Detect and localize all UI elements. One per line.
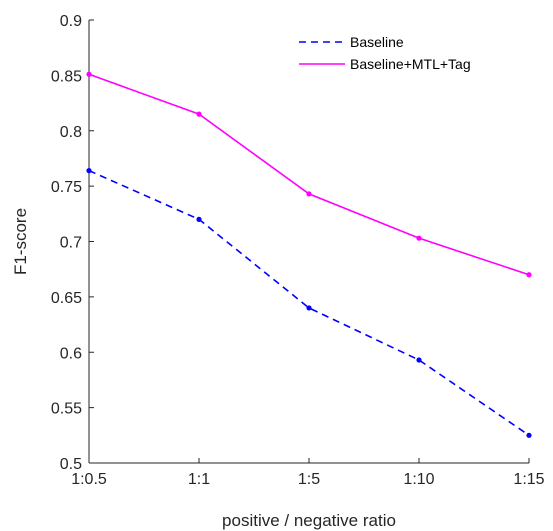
y-axis-title: F1-score [11,208,30,275]
x-tick-label: 1:15 [513,471,544,488]
y-tick-label: 0.5 [60,456,82,473]
data-point-baseline-mtl-tag [86,71,92,77]
data-point-baseline [526,432,532,438]
data-point-baseline-mtl-tag [526,272,532,278]
data-point-baseline [416,357,422,363]
series-line-baseline [88,169,530,436]
x-tick-label: 1:5 [298,471,320,488]
y-tick-label: 0.55 [51,401,82,418]
y-tick-label: 0.75 [51,179,82,196]
data-point-baseline-mtl-tag [196,111,202,117]
y-tick-label: 0.85 [51,68,82,85]
y-tick-label: 0.9 [60,13,82,30]
legend: Baseline Baseline+MTL+Tag [299,34,471,72]
series-layer [86,71,532,438]
y-tick-label: 0.8 [60,124,82,141]
data-point-baseline [306,305,312,311]
y-tick-label: 0.65 [51,290,82,307]
x-axis-title: positive / negative ratio [222,511,396,530]
series-line-baseline-mtl-tag [88,73,530,276]
x-tick-label: 1:10 [403,471,434,488]
data-point-baseline-mtl-tag [416,235,422,241]
x-tick-label: 1:1 [188,471,210,488]
axes [88,20,529,464]
legend-label-baseline-mtl-tag: Baseline+MTL+Tag [350,56,471,72]
y-tick-label: 0.7 [60,235,82,252]
y-tick-label: 0.6 [60,345,82,362]
x-ticks: 1:0.5 1:1 1:5 1:10 1:15 [71,458,545,488]
x-tick-label: 1:0.5 [71,471,107,488]
data-point-baseline [86,168,92,174]
y-ticks: 0.5 0.55 0.6 0.65 0.7 0.75 0.8 0.85 0.9 [51,13,94,473]
legend-label-baseline: Baseline [350,34,404,50]
data-point-baseline-mtl-tag [306,191,312,197]
data-point-baseline [196,216,202,222]
